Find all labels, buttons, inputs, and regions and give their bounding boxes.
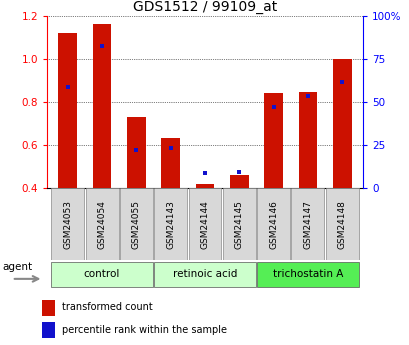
Text: GSM24143: GSM24143 bbox=[166, 200, 175, 249]
Bar bbox=[195, 184, 214, 188]
Bar bbox=[119, 188, 153, 260]
Bar bbox=[256, 188, 290, 260]
Text: GSM24053: GSM24053 bbox=[63, 200, 72, 249]
Text: GSM24055: GSM24055 bbox=[132, 200, 141, 249]
Text: GSM24054: GSM24054 bbox=[97, 200, 106, 249]
Bar bbox=[256, 262, 358, 287]
Text: GSM24148: GSM24148 bbox=[337, 200, 346, 249]
Bar bbox=[51, 188, 84, 260]
Text: trichostatin A: trichostatin A bbox=[272, 269, 342, 279]
Bar bbox=[127, 117, 146, 188]
Bar bbox=[229, 175, 248, 188]
Bar bbox=[92, 24, 111, 188]
Bar bbox=[332, 59, 351, 188]
Text: GSM24145: GSM24145 bbox=[234, 200, 243, 249]
Bar bbox=[291, 188, 324, 260]
Bar bbox=[58, 33, 77, 188]
Bar bbox=[42, 300, 55, 316]
Bar bbox=[161, 138, 180, 188]
Bar bbox=[154, 262, 255, 287]
Bar bbox=[325, 188, 358, 260]
Bar bbox=[42, 322, 55, 338]
Text: percentile rank within the sample: percentile rank within the sample bbox=[61, 325, 226, 335]
Bar bbox=[222, 188, 255, 260]
Text: retinoic acid: retinoic acid bbox=[172, 269, 237, 279]
Bar bbox=[51, 262, 153, 287]
Text: control: control bbox=[84, 269, 120, 279]
Text: GSM24147: GSM24147 bbox=[303, 200, 312, 249]
Title: GDS1512 / 99109_at: GDS1512 / 99109_at bbox=[133, 0, 276, 14]
Bar bbox=[85, 188, 118, 260]
Bar bbox=[263, 93, 282, 188]
Text: GSM24146: GSM24146 bbox=[268, 200, 277, 249]
Text: transformed count: transformed count bbox=[61, 303, 152, 313]
Bar bbox=[188, 188, 221, 260]
Bar bbox=[298, 92, 317, 188]
Bar bbox=[154, 188, 187, 260]
Text: agent: agent bbox=[2, 262, 32, 272]
Text: GSM24144: GSM24144 bbox=[200, 200, 209, 249]
